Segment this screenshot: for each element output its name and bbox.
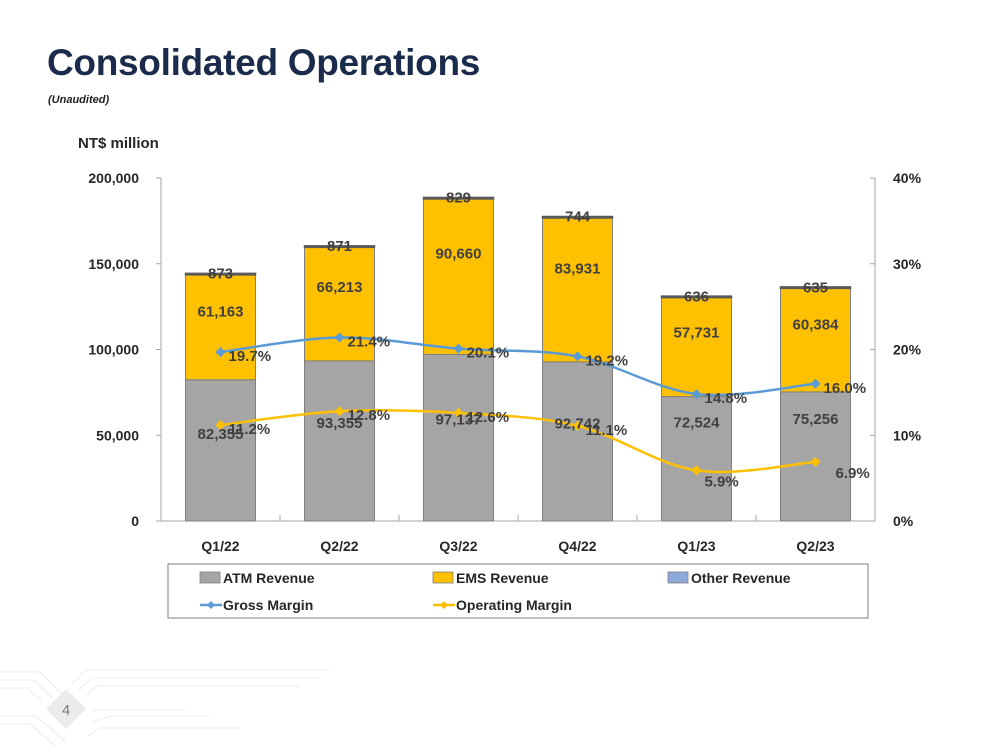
margin-label: 16.0% <box>824 380 867 397</box>
y2-tick-label: 20% <box>893 342 922 358</box>
bar-atm-revenue <box>661 396 732 522</box>
bar-atm-revenue <box>423 353 494 522</box>
legend-swatch <box>432 571 454 584</box>
gross-margin-marker <box>691 389 702 400</box>
y2-tick-label: 10% <box>893 427 922 443</box>
legend-swatch <box>199 571 221 584</box>
bar-other-revenue <box>660 295 733 299</box>
bar-atm-revenue <box>542 361 613 522</box>
x-tick-label: Q1/22 <box>201 538 239 554</box>
bar-ems-revenue <box>661 297 732 398</box>
data-label: 66,213 <box>317 279 363 296</box>
bar-other-revenue <box>184 272 257 276</box>
y-tick-label: 50,000 <box>96 427 139 443</box>
bar-other-revenue <box>422 196 495 200</box>
operating-margin-marker <box>691 465 702 476</box>
gross-margin-marker <box>810 378 821 389</box>
legend-marker <box>440 601 448 609</box>
bar-ems-revenue <box>780 287 851 393</box>
data-label: 871 <box>327 238 352 255</box>
margin-label: 21.4% <box>348 333 391 350</box>
bar-atm-revenue <box>304 360 375 522</box>
bar-atm-revenue <box>780 391 851 522</box>
gross-margin-marker <box>572 351 583 362</box>
data-label: 75,256 <box>793 411 839 428</box>
circuit-decoration: 4 <box>0 669 330 747</box>
slide-subtitle: (Unaudited) <box>48 94 110 106</box>
margin-label: 19.2% <box>586 352 629 369</box>
legend-label: Other Revenue <box>691 570 791 586</box>
data-label: 636 <box>684 289 709 306</box>
operating-margin-marker <box>453 407 464 418</box>
legend-label: EMS Revenue <box>456 570 549 586</box>
margin-label: 12.8% <box>348 407 391 424</box>
legend: ATM Revenue EMS Revenue Other Revenue Gross… <box>167 563 869 619</box>
x-tick-label: Q2/22 <box>320 538 358 554</box>
page-number-badge <box>46 689 86 729</box>
data-label: 744 <box>565 209 591 226</box>
margin-label: 12.6% <box>467 409 510 426</box>
bar-ems-revenue <box>542 217 613 363</box>
bar-atm-revenue <box>185 379 256 522</box>
legend-box <box>167 563 869 619</box>
data-label: 97,137 <box>436 411 482 428</box>
legend-swatch <box>667 571 689 584</box>
y2-tick-label: 0% <box>893 513 914 529</box>
data-label: 829 <box>446 190 471 207</box>
slide-title: Consolidated Operations <box>47 42 481 83</box>
bar-other-revenue <box>303 245 376 249</box>
margin-label: 11.2% <box>229 421 271 438</box>
y-tick-label: 0 <box>131 513 139 529</box>
margin-label: 11.1% <box>586 422 628 439</box>
data-label: 92,742 <box>555 416 601 433</box>
legend-marker <box>207 601 215 609</box>
gross-margin-marker <box>334 332 345 343</box>
page-number: 4 <box>62 702 70 719</box>
y-axis-label: NT$ million <box>78 135 159 152</box>
data-label: 90,660 <box>436 245 482 262</box>
x-tick-label: Q4/22 <box>558 538 596 554</box>
data-label: 873 <box>208 265 233 282</box>
data-label: 93,355 <box>317 415 363 432</box>
gross-margin-marker <box>215 347 226 358</box>
margin-label: 14.8% <box>705 390 748 407</box>
x-tick-label: Q3/22 <box>439 538 477 554</box>
margin-label: 5.9% <box>705 473 739 490</box>
y-tick-label: 100,000 <box>88 342 139 358</box>
x-tick-label: Q1/23 <box>677 538 715 554</box>
y-tick-label: 150,000 <box>88 256 139 272</box>
data-label: 57,731 <box>674 324 720 341</box>
x-tick-label: Q2/23 <box>796 538 834 554</box>
bar-other-revenue <box>541 215 614 219</box>
margin-label: 20.1% <box>467 345 510 362</box>
bar-ems-revenue <box>185 274 256 381</box>
legend-label: Operating Margin <box>456 597 572 613</box>
margin-label: 6.9% <box>836 465 870 482</box>
operating-margin-line <box>220 409 816 474</box>
data-label: 72,524 <box>674 415 721 432</box>
bar-other-revenue <box>779 286 852 290</box>
data-label: 83,931 <box>555 260 601 277</box>
bar-ems-revenue <box>423 198 494 355</box>
y2-tick-label: 40% <box>893 170 922 186</box>
y2-tick-label: 30% <box>893 256 922 272</box>
gross-margin-marker <box>453 343 464 354</box>
data-label: 635 <box>803 279 828 296</box>
operating-margin-marker <box>572 420 583 431</box>
legend-label: Gross Margin <box>223 597 313 613</box>
data-label: 60,384 <box>793 317 840 334</box>
data-label: 82,355 <box>198 426 244 443</box>
operating-margin-marker <box>810 456 821 467</box>
gross-margin-line <box>220 336 816 397</box>
margin-label: 19.7% <box>229 348 272 365</box>
legend-label: ATM Revenue <box>223 570 315 586</box>
y-tick-label: 200,000 <box>88 170 139 186</box>
operating-margin-marker <box>215 419 226 430</box>
data-label: 61,163 <box>198 304 244 321</box>
operating-margin-marker <box>334 406 345 417</box>
